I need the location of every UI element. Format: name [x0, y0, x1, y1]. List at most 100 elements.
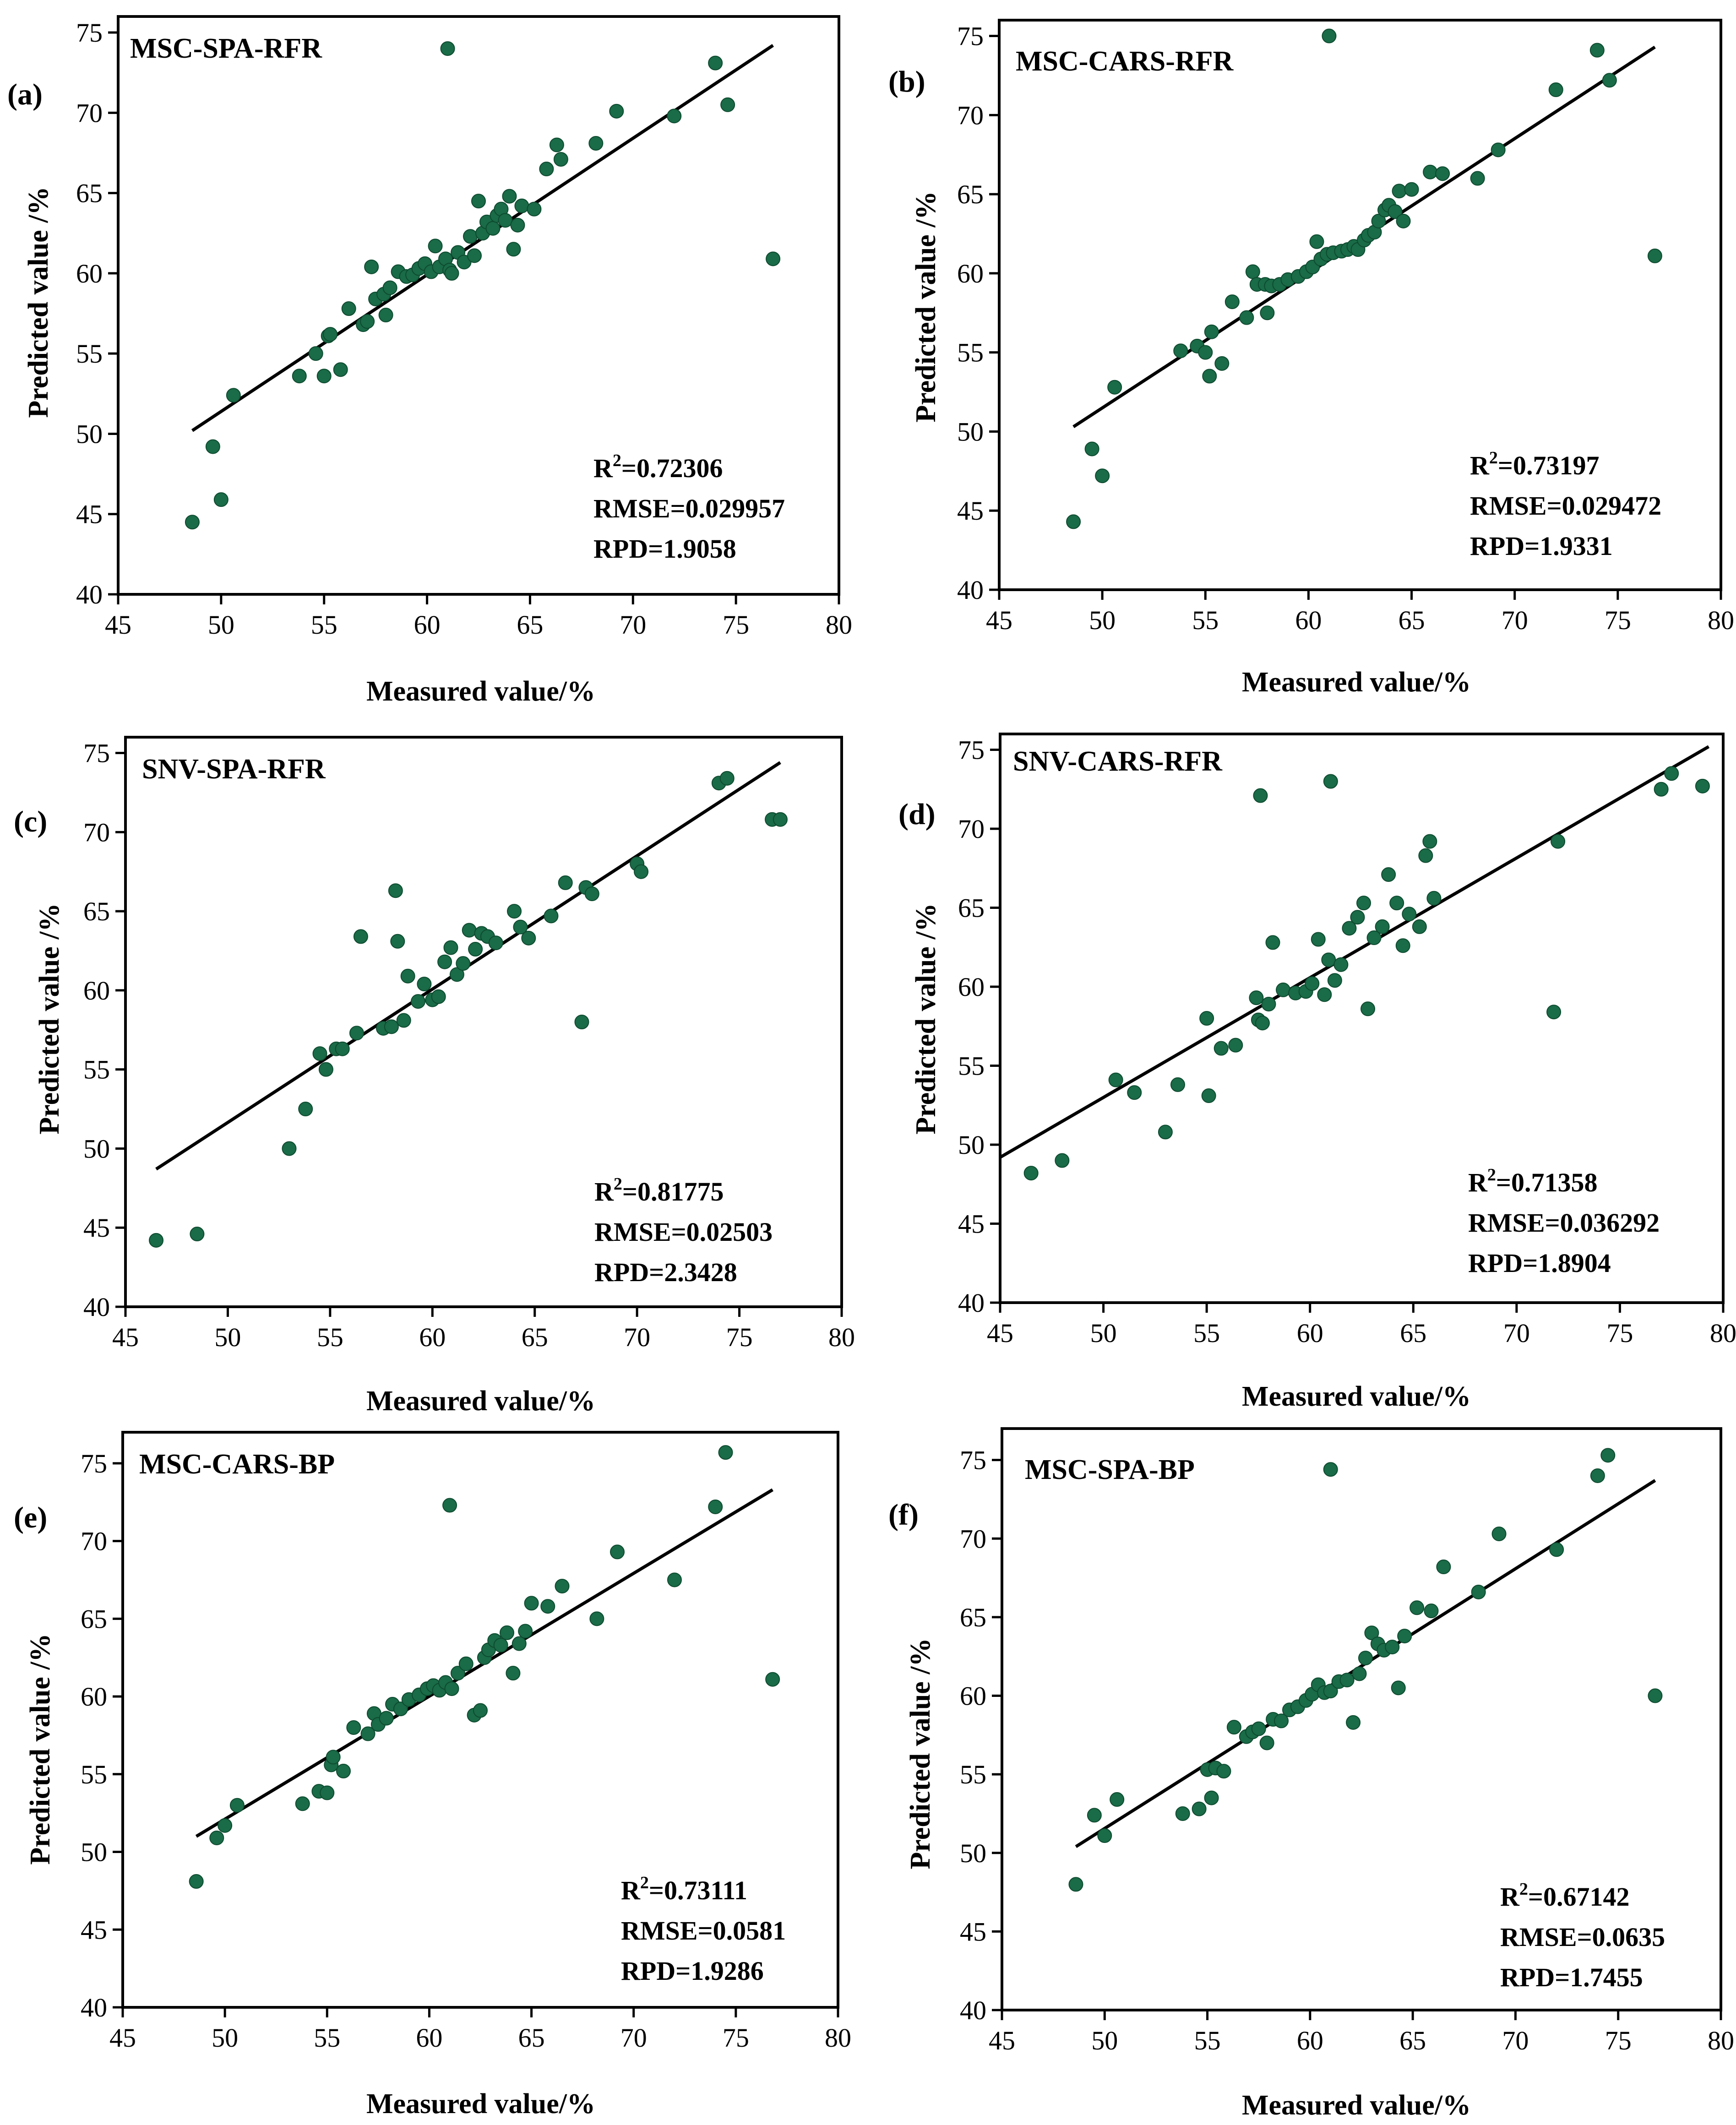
data-point	[1066, 514, 1081, 529]
x-tick-label: 65	[522, 1322, 548, 1352]
data-point	[185, 515, 200, 530]
data-point	[443, 940, 458, 955]
data-point	[1068, 1877, 1083, 1892]
data-point	[1087, 1808, 1102, 1823]
data-point	[1602, 73, 1617, 88]
data-point	[766, 251, 781, 266]
data-point	[312, 1046, 327, 1061]
stat-label: RMSE=0.036292	[1468, 1208, 1660, 1238]
data-point	[320, 1785, 335, 1800]
x-tick-label: 55	[1192, 605, 1219, 635]
data-point	[1346, 1715, 1361, 1730]
plot-area-1: 45 50 55 60 65 70 75 804045505560657075MSC-SPA-…	[76, 15, 852, 640]
data-point	[1397, 1629, 1412, 1644]
data-point	[506, 1666, 521, 1681]
y-tick-label: 45	[76, 500, 103, 529]
data-point	[1491, 1526, 1507, 1541]
data-point	[1170, 1077, 1185, 1092]
x-tick-label: 55	[1194, 2026, 1221, 2055]
y-tick-label: 70	[957, 100, 984, 130]
data-point	[1375, 919, 1390, 934]
data-point	[437, 954, 452, 969]
data-point	[589, 1611, 604, 1626]
data-point	[1274, 1713, 1289, 1728]
data-point	[458, 1656, 473, 1671]
chart-title: SNV-SPA-RFR	[142, 754, 326, 785]
data-point	[1648, 1688, 1663, 1703]
data-point	[1175, 1806, 1190, 1821]
stat-label: RPD=1.9286	[621, 1956, 764, 1986]
x-tick-label: 75	[723, 2023, 749, 2053]
x-axis-label: Measured value/%	[1242, 667, 1471, 698]
x-tick-label: 60	[416, 2023, 442, 2053]
y-tick-label: 50	[81, 1837, 107, 1867]
data-point	[1260, 305, 1275, 321]
data-point	[442, 1498, 457, 1513]
data-point	[428, 239, 443, 254]
data-point	[1309, 234, 1324, 249]
x-tick-label: 70	[620, 610, 646, 640]
x-axis-label: Measured value/%	[366, 676, 595, 707]
y-tick-label: 45	[81, 1915, 107, 1945]
data-point	[773, 812, 788, 827]
data-point	[360, 314, 375, 329]
y-axis-label: Predicted value /%	[34, 903, 65, 1134]
y-tick-label: 75	[81, 1449, 107, 1478]
x-tick-label: 50	[214, 1322, 241, 1352]
data-point	[765, 1672, 780, 1687]
data-point	[396, 1013, 411, 1028]
data-point	[1589, 43, 1605, 58]
stat-label: R2=0.73197	[1470, 448, 1599, 480]
panel-f: (f) Measured value/% Predicted value /%	[888, 1498, 1471, 2121]
y-tick-label: 50	[76, 419, 103, 449]
data-point	[1311, 932, 1326, 947]
data-point	[555, 1579, 570, 1594]
data-point	[292, 369, 307, 384]
data-point	[1402, 907, 1417, 922]
data-point	[1110, 1792, 1125, 1807]
data-point	[527, 201, 542, 217]
y-tick-label: 55	[960, 1760, 986, 1789]
data-point	[1389, 896, 1404, 911]
y-tick-label: 55	[957, 338, 984, 368]
plot-frame	[1001, 1427, 1722, 2011]
data-point	[1664, 766, 1679, 781]
data-point	[1261, 996, 1276, 1011]
data-point	[1201, 1088, 1216, 1103]
data-point	[1436, 1560, 1451, 1575]
plot-area-2: 45 50 55 60 65 70 75 804045505560657075MSC-CARS…	[957, 19, 1734, 635]
stat-label: RMSE=0.0581	[621, 1916, 786, 1946]
data-point	[1276, 982, 1291, 997]
data-point	[205, 439, 220, 454]
x-tick-label: 80	[1708, 605, 1734, 635]
data-point	[1339, 1673, 1355, 1688]
y-tick-label: 45	[958, 1209, 985, 1239]
data-point	[1385, 1640, 1400, 1655]
data-point	[333, 362, 348, 377]
data-point	[1317, 987, 1332, 1002]
data-point	[1107, 380, 1122, 395]
y-tick-label: 70	[960, 1524, 986, 1554]
y-tick-label: 65	[81, 1604, 107, 1634]
data-point	[1470, 171, 1485, 186]
data-point	[456, 956, 471, 971]
stat-label: R2=0.71358	[1468, 1165, 1597, 1197]
y-tick-label: 75	[958, 735, 985, 765]
data-point	[1327, 973, 1342, 988]
x-tick-label: 65	[1399, 605, 1425, 635]
data-point	[1435, 166, 1450, 181]
panel-a: (a) Measured value/% Predicted value /%	[7, 78, 595, 707]
data-point	[1422, 834, 1437, 849]
x-tick-label: 65	[1400, 1318, 1426, 1348]
x-tick-label: 55	[317, 1322, 343, 1352]
data-point	[1391, 1680, 1406, 1696]
plot-frame	[124, 736, 843, 1308]
data-point	[1255, 1016, 1270, 1031]
x-tick-label: 70	[1502, 2026, 1529, 2055]
x-tick-label: 75	[726, 1322, 753, 1352]
y-tick-label: 40	[960, 1995, 986, 2025]
data-point	[1108, 1072, 1123, 1087]
panel-d: (d) Measured value/% Predicted value /%	[898, 798, 1471, 1412]
stat-label: R2=0.73111	[621, 1873, 747, 1905]
data-point	[610, 1544, 625, 1560]
